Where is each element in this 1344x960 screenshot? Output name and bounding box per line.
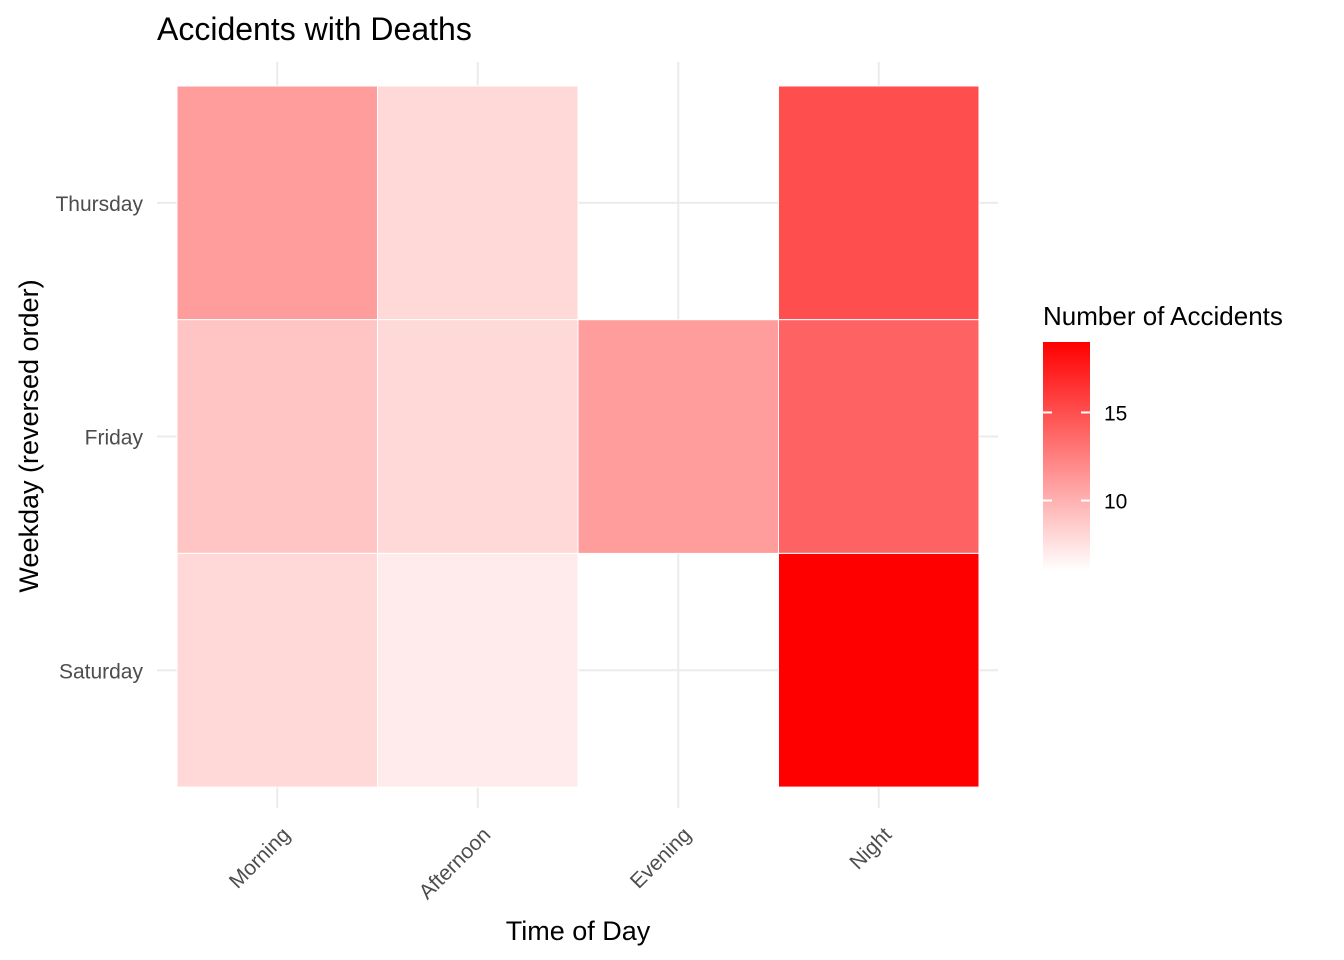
x-axis-title: Time of Day — [506, 916, 651, 946]
heatmap-cell-morning-thursday — [176, 85, 378, 321]
y-tick-labels: Thursday Friday Saturday — [55, 193, 143, 683]
color-legend: Number of Accidents 10 15 — [1043, 301, 1283, 571]
legend-ticks: 10 15 — [1043, 402, 1127, 514]
heatmap-cell-morning-friday — [176, 319, 378, 554]
heatmap-cell-evening-friday — [577, 319, 779, 554]
y-axis-title: Weekday (reversed order) — [14, 279, 44, 592]
y-tick-label: Friday — [85, 427, 144, 450]
heatmap-cell-night-thursday — [778, 85, 980, 321]
heatmap-cell-afternoon-saturday — [377, 552, 579, 788]
heatmap-cell-morning-saturday — [176, 552, 378, 788]
legend-title: Number of Accidents — [1043, 301, 1283, 331]
heatmap-cell-afternoon-friday — [377, 319, 579, 554]
x-tick-label: Night — [845, 823, 896, 874]
legend-color-bar — [1043, 342, 1090, 571]
legend-tick-label: 15 — [1104, 402, 1127, 425]
heatmap-cell-night-saturday — [778, 552, 980, 788]
heatmap-cell-afternoon-thursday — [377, 85, 579, 321]
x-tick-label: Morning — [225, 823, 295, 893]
x-tick-label: Evening — [626, 823, 696, 893]
y-tick-label: Thursday — [55, 193, 143, 216]
y-tick-label: Saturday — [59, 660, 144, 683]
heatmap-cell-night-friday — [778, 319, 980, 554]
legend-tick-label: 10 — [1104, 491, 1127, 514]
x-tick-labels: Morning Afternoon Evening Night — [225, 823, 897, 904]
chart-title: Accidents with Deaths — [157, 11, 472, 47]
heatmap-cells — [176, 85, 980, 788]
x-tick-label: Afternoon — [415, 823, 496, 904]
